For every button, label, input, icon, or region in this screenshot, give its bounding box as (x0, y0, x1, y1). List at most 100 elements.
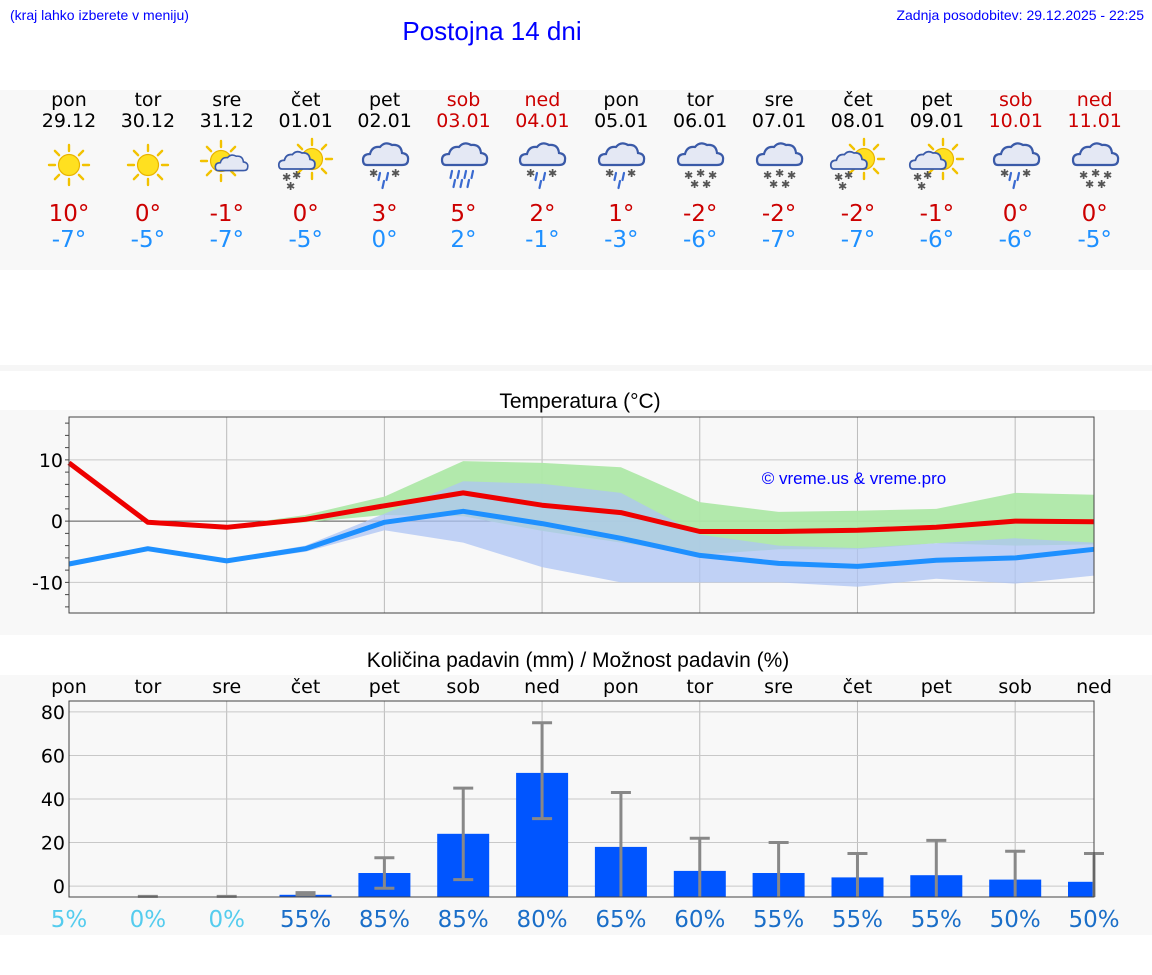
day-date: 10.01 (988, 110, 1043, 132)
svg-text:✱: ✱ (526, 167, 535, 180)
svg-text:✱: ✱ (286, 180, 295, 193)
day-date: 05.01 (594, 110, 649, 132)
y-tick-label: -10 (32, 572, 63, 594)
temp-max: 10° (48, 201, 90, 227)
temp-min: -5° (1077, 227, 1112, 253)
temp-max: -2° (840, 201, 876, 227)
temp-min: -5° (288, 227, 323, 253)
temp-max: -2° (761, 201, 797, 227)
temp-min: -7° (840, 227, 876, 253)
svg-text:✱: ✱ (1097, 178, 1106, 191)
day-forecast: sob 10.01 ✱ ✱ 0° -6° (977, 90, 1055, 253)
y-tick-label: 40 (41, 789, 65, 811)
sun-cloud-snow-icon: ✱ ✱✱ (829, 137, 886, 193)
temp-min: -6° (998, 227, 1034, 253)
x-category-label: pet (369, 676, 400, 698)
temperature-chart-title: Temperatura (°C) (499, 390, 660, 413)
sun-icon (47, 143, 91, 187)
day-name: sre (212, 89, 242, 111)
y-tick-label: 0 (51, 511, 63, 533)
day-name: pon (603, 89, 640, 111)
cloud-snow-icon: ✱ ✱ ✱✱ ✱ (755, 142, 804, 191)
day-name: pet (921, 89, 953, 111)
daily-forecast-strip: pon 29.12 10° -7° tor 30.12 0° -5° sre 31.12 -1° -7… (0, 90, 1152, 270)
sun-icon (126, 143, 170, 187)
day-name: pet (368, 89, 401, 111)
svg-text:✱: ✱ (917, 180, 926, 193)
svg-text:✱: ✱ (690, 178, 699, 191)
svg-text:✱: ✱ (1079, 169, 1088, 182)
temp-min: -6° (682, 227, 718, 253)
x-category-label: sob (998, 676, 1032, 698)
cloud-sleet-icon: ✱ ✱ (598, 142, 646, 190)
svg-text:✱: ✱ (1091, 167, 1100, 180)
svg-text:✱: ✱ (913, 171, 922, 184)
svg-text:✱: ✱ (391, 167, 400, 180)
temp-min: -7° (209, 227, 245, 253)
day-name: sre (764, 89, 794, 111)
x-category-label: pet (921, 676, 952, 698)
x-category-label: tor (686, 676, 713, 698)
day-date: 06.01 (672, 110, 728, 132)
precipitation-chart-title: Količina padavin (mm) / Možnost padavin … (367, 649, 790, 672)
x-category-label: sre (764, 676, 793, 698)
precip-probability-label: 5% (51, 907, 88, 933)
day-date: 30.12 (120, 110, 176, 132)
plot-frame (68, 700, 1095, 898)
x-category-label: tor (134, 676, 161, 698)
temp-max: 5° (450, 201, 477, 227)
day-forecast: pon 29.12 10° -7° (30, 90, 108, 253)
precip-probability-label: 80% (517, 907, 568, 933)
svg-text:✱: ✱ (702, 178, 711, 191)
svg-text:✱: ✱ (834, 171, 843, 184)
svg-text:✱: ✱ (696, 167, 705, 180)
cloud-sleet-icon: ✱ ✱ (992, 142, 1041, 190)
y-tick-label: 20 (41, 833, 65, 855)
precip-probability-label: 0% (208, 907, 245, 933)
x-category-label: sre (212, 676, 241, 698)
svg-text:✱: ✱ (708, 169, 717, 182)
precip-probability-label: 65% (595, 907, 646, 933)
sun (47, 143, 91, 187)
precipitation-chart: 0 20 40 60 80 pon tor sre čet pet sob ned pon tor sre č… (0, 649, 1152, 935)
temp-max: -1° (919, 201, 955, 227)
day-date: 02.01 (357, 110, 412, 132)
temp-max: 0° (292, 201, 319, 227)
temp-max: 0° (134, 201, 161, 227)
svg-text:✱: ✱ (923, 169, 932, 182)
day-date: 04.01 (515, 110, 570, 132)
cloud-sleet-icon: ✱ ✱ (361, 142, 409, 190)
svg-text:✱: ✱ (763, 169, 772, 182)
sun-cloud-icon (199, 139, 249, 183)
precip-probability-label: 55% (832, 907, 883, 933)
temp-max: -2° (682, 201, 718, 227)
day-name: sob (446, 89, 481, 111)
day-name: ned (524, 89, 561, 111)
y-tick-label: 60 (41, 745, 65, 767)
svg-text:✱: ✱ (369, 167, 378, 180)
sun-cloud-snow-icon: ✱ ✱✱ (277, 137, 333, 193)
svg-text:✱: ✱ (787, 169, 796, 182)
temp-min: -6° (919, 227, 955, 253)
precip-probability-label: 0% (130, 907, 167, 933)
day-date: 03.01 (436, 110, 491, 132)
day-forecast: sre 31.12 -1° -7° (188, 90, 266, 253)
day-forecast: sob 03.01 5° 2° (425, 90, 503, 253)
temp-max: 3° (371, 201, 398, 227)
precip-bar (1068, 881, 1094, 897)
temp-min: 0° (371, 227, 398, 253)
day-forecast: čet 01.01 ✱ ✱ ✱ 0° -5° (267, 90, 345, 253)
precip-probability-label: 85% (438, 907, 489, 933)
sun (126, 143, 170, 187)
day-forecast: pet 09.01 ✱ ✱ ✱ -1° -6° (898, 90, 976, 253)
day-name: tor (134, 89, 162, 111)
temp-max: -1° (209, 201, 245, 227)
sun-cloud-snow-icon: ✱ ✱✱ (908, 137, 965, 193)
temperature-chart: -10 0 10 Temperatura (°C) © vreme.us & vreme… (0, 390, 1152, 635)
min-temp-line (68, 508, 1095, 569)
day-forecast: pet 02.01 ✱ ✱ 3° 0° (346, 90, 424, 253)
cloud-snow-icon: ✱ ✱ ✱✱ ✱ (1071, 142, 1119, 191)
day-forecast: ned 04.01 ✱ ✱ 2° -1° (503, 90, 581, 253)
temp-max: 1° (608, 201, 635, 227)
watermark: © vreme.us & vreme.pro (762, 469, 946, 488)
